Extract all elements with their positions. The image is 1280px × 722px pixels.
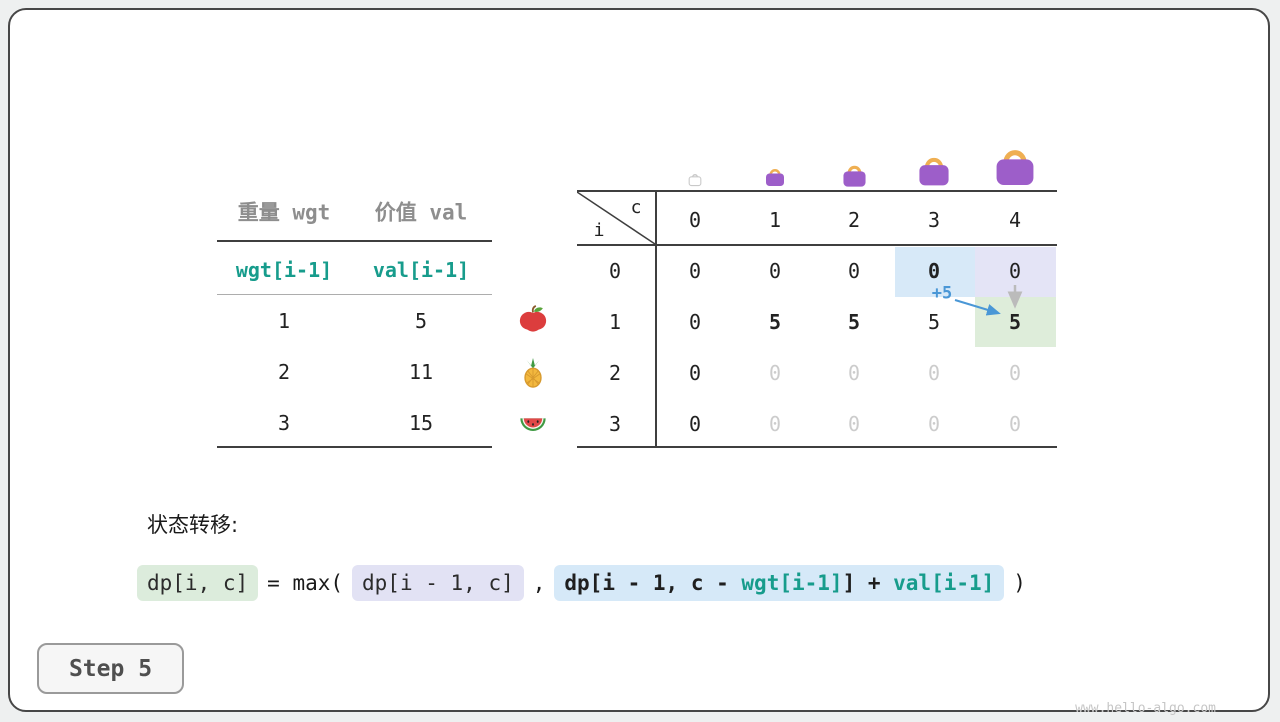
formula-term2-val: val[i-1] <box>893 571 995 595</box>
item-row-val: 15 <box>408 411 434 435</box>
dp-col-header: 3 <box>927 208 941 232</box>
dp-row-header: 3 <box>608 412 622 436</box>
dp-cell: 5 <box>768 310 782 334</box>
formula-term2-chip: dp[i - 1, c - wgt[i-1]] + val[i-1] <box>554 565 1005 601</box>
dp-cell-source: 0 <box>1008 259 1022 283</box>
dp-cell: 0 <box>688 361 702 385</box>
add-value-annotation: +5 <box>931 283 953 304</box>
bag-icon-capacity-1 <box>764 166 786 187</box>
dp-col-header: 0 <box>688 208 702 232</box>
dp-cell: 5 <box>847 310 861 334</box>
step-button[interactable]: Step 5 <box>37 643 184 694</box>
bag-icon-capacity-4 <box>992 144 1038 187</box>
dp-table-bottom-border <box>577 446 1057 448</box>
formula-term2-wgt: wgt[i-1] <box>741 571 843 595</box>
apple-icon <box>518 303 548 333</box>
items-table-header-weight: 重量 wgt <box>237 200 331 225</box>
formula-term1-chip: dp[i - 1, c] <box>352 565 524 601</box>
items-table-sub-divider <box>217 294 492 295</box>
item-row-val: 5 <box>414 309 428 333</box>
dp-cell: 5 <box>927 310 941 334</box>
watermelon-icon <box>518 408 548 438</box>
dp-corner-diagonal <box>577 192 655 244</box>
items-table-header-value: 价值 val <box>374 200 468 225</box>
items-table-top-divider <box>217 240 492 242</box>
dp-cell-highlight-source-blue <box>895 247 975 297</box>
formula-comma: , <box>532 571 546 595</box>
item-row-wgt: 1 <box>277 309 291 333</box>
dp-row-header: 1 <box>608 310 622 334</box>
dp-cell: 0 <box>768 412 782 436</box>
bag-icon-capacity-3 <box>916 153 952 187</box>
dp-cell: 0 <box>688 259 702 283</box>
dp-cell-source: 0 <box>927 259 941 283</box>
formula-lhs-chip: dp[i, c] <box>137 565 259 601</box>
dp-cell: 0 <box>847 412 861 436</box>
dp-cell-current: 5 <box>1008 310 1022 334</box>
formula-operator: = max( <box>267 571 344 595</box>
dp-cell: 0 <box>927 361 941 385</box>
dp-cell: 0 <box>768 361 782 385</box>
dp-cell: 0 <box>688 310 702 334</box>
dp-cell: 0 <box>768 259 782 283</box>
dp-row-header: 2 <box>608 361 622 385</box>
items-table-subheader-wgt: wgt[i-1] <box>235 258 333 282</box>
formula-term2-prefix: dp[i - 1, c - <box>564 571 742 595</box>
dp-cell: 0 <box>847 259 861 283</box>
items-table-bottom-divider <box>217 446 492 448</box>
dp-cell: 0 <box>1008 361 1022 385</box>
dp-table-header-divider <box>577 244 1057 246</box>
item-row-wgt: 2 <box>277 360 291 384</box>
watermark: www.hello-algo.com <box>1075 701 1216 716</box>
transition-formula: dp[i, c] = max( dp[i - 1, c] , dp[i - 1,… <box>137 563 1026 603</box>
item-row-wgt: 3 <box>277 411 291 435</box>
formula-term2-mid: ] + <box>842 571 894 595</box>
item-row-val: 11 <box>408 360 434 384</box>
empty-bag-icon <box>687 171 703 187</box>
dp-corner-col-var: c <box>630 197 642 218</box>
dp-cell: 0 <box>927 412 941 436</box>
formula-close-paren: ) <box>1013 571 1026 595</box>
dp-col-header: 4 <box>1008 208 1022 232</box>
dp-table-row-label-divider <box>655 190 657 448</box>
dp-row-header: 0 <box>608 259 622 283</box>
dp-corner-row-var: i <box>593 220 605 241</box>
bag-icon-capacity-2 <box>841 162 868 188</box>
transition-section-label: 状态转移: <box>147 513 239 537</box>
dp-table-top-border <box>577 190 1057 192</box>
items-table-subheader-val: val[i-1] <box>372 258 470 282</box>
dp-cell: 0 <box>847 361 861 385</box>
dp-col-header: 1 <box>768 208 782 232</box>
dp-cell: 0 <box>688 412 702 436</box>
dp-col-header: 2 <box>847 208 861 232</box>
figure-card: 重量 wgt 价值 val wgt[i-1] val[i-1] 1 5 2 11… <box>8 8 1270 716</box>
pineapple-icon <box>518 358 548 388</box>
dp-cell: 0 <box>1008 412 1022 436</box>
